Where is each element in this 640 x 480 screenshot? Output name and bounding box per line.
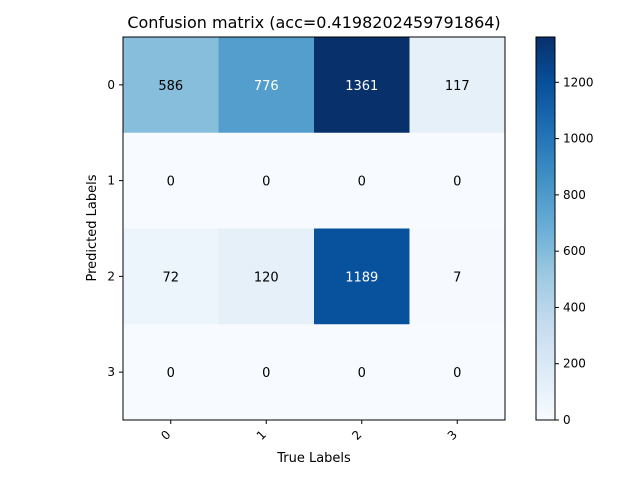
x-axis-label: True Labels: [276, 451, 351, 466]
cell-value-label: 1361: [345, 79, 378, 94]
cell-value-label: 0: [262, 175, 270, 190]
cell-value-label: 776: [254, 79, 279, 94]
heatmap-cell: [314, 37, 410, 134]
colorbar-tick-label: 200: [563, 357, 586, 371]
y-axis-label: Predicted Labels: [85, 174, 100, 281]
heatmap-cell: [218, 324, 315, 421]
cell-value-label: 120: [254, 270, 279, 285]
heatmap-cell: [218, 132, 315, 229]
heatmap-cell: [409, 324, 506, 421]
heatmap-cell: [409, 132, 506, 229]
heatmap-cell: [314, 132, 410, 229]
colorbar: [535, 36, 556, 421]
heatmap-cell: [123, 37, 219, 134]
heatmap-cell: [314, 228, 410, 325]
chart-title: Confusion matrix (acc=0.4198202459791864…: [127, 13, 500, 32]
cell-value-label: 0: [167, 175, 175, 190]
colorbar-tick-label: 400: [563, 300, 586, 314]
cell-value-label: 0: [453, 366, 461, 381]
heatmap-cell: [409, 37, 506, 134]
cell-value-label: 0: [262, 366, 270, 381]
cell-value-label: 0: [167, 366, 175, 381]
heatmap-cell: [409, 228, 506, 325]
cell-value-label: 0: [453, 175, 461, 190]
heatmap-cells: [123, 37, 506, 421]
cell-value-label: 586: [158, 79, 183, 94]
cell-value-label: 0: [358, 175, 366, 190]
heatmap-cell: [218, 228, 315, 325]
plot-frame: [122, 36, 506, 421]
cell-value-label: 1189: [345, 270, 378, 285]
y-tick-label: 2: [107, 269, 115, 283]
y-tick-label: 1: [107, 174, 115, 188]
heatmap-cell: [123, 132, 219, 229]
heatmap-cell: [123, 324, 219, 421]
y-axis-ticks: 0 1 2 3: [107, 78, 123, 379]
cell-value-label: 0: [358, 366, 366, 381]
colorbar-tick-label: 1200: [563, 75, 594, 89]
cell-value-label: 117: [445, 79, 470, 94]
cell-value-label: 72: [162, 270, 179, 285]
heatmap-cell: [123, 228, 219, 325]
cell-value-label: 7: [453, 270, 461, 285]
colorbar-tick-label: 600: [563, 244, 586, 258]
heatmap-cell: [218, 37, 315, 134]
heatmap-cell: [314, 324, 410, 421]
colorbar-tick-label: 800: [563, 188, 586, 202]
colorbar-tick-label: 0: [563, 413, 571, 427]
colorbar-tick-label: 1000: [563, 132, 594, 146]
heatmap-cell-labels: 586 776 1361 117 0 0 0 0 72 120 1189 7 0 0 0 0: [158, 79, 469, 381]
y-tick-label: 3: [107, 365, 115, 379]
y-tick-label: 0: [107, 78, 115, 92]
colorbar-ticks: 0 200 400 600 800 1000 1200: [555, 75, 594, 427]
